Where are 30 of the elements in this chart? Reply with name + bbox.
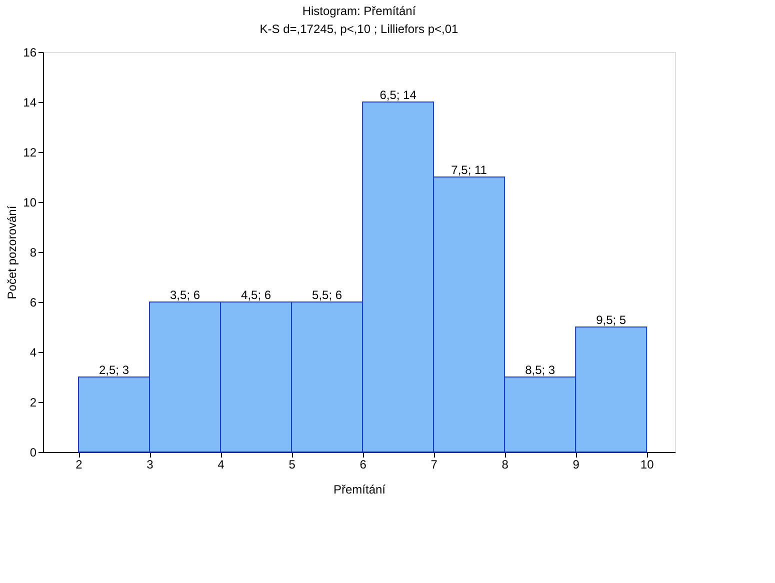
y-tick-label: 16 bbox=[23, 46, 37, 60]
x-tick-label: 9 bbox=[572, 458, 580, 472]
y-axis-title: Počet pozorování bbox=[5, 205, 20, 300]
x-tick-label: 2 bbox=[76, 458, 83, 472]
data-label: 5,5; 6 bbox=[312, 288, 342, 302]
data-label: 7,5; 11 bbox=[451, 163, 488, 177]
chart-subtitle: K-S d=,17245, p<,10 ; Lilliefors p<,01 bbox=[260, 22, 459, 36]
y-tick-label: 4 bbox=[30, 346, 37, 360]
x-tick-label: 6 bbox=[360, 458, 367, 472]
x-tick-label: 3 bbox=[146, 458, 154, 472]
x-tick-label: 10 bbox=[640, 458, 654, 472]
chart-title: Histogram: Přemítání bbox=[302, 4, 416, 18]
y-tick-label: 10 bbox=[23, 196, 37, 210]
data-label: 2,5; 3 bbox=[98, 363, 130, 377]
data-label: 3,5; 6 bbox=[170, 288, 200, 302]
x-tick-label: 5 bbox=[288, 458, 296, 472]
x-tick-label: 7 bbox=[430, 458, 438, 472]
y-tick-label: 6 bbox=[30, 296, 37, 310]
y-tick-label: 12 bbox=[23, 146, 37, 160]
x-axis-title: Přemítání bbox=[333, 482, 386, 496]
data-label: 8,5; 3 bbox=[525, 363, 556, 377]
y-tick-label: 14 bbox=[23, 96, 37, 110]
data-label: 4,5; 6 bbox=[241, 288, 272, 302]
data-label: 9,5; 5 bbox=[596, 313, 626, 327]
y-tick-label: 0 bbox=[30, 446, 37, 460]
data-label: 6,5; 14 bbox=[380, 88, 417, 102]
x-tick-label: 8 bbox=[502, 458, 509, 472]
y-tick-label: 8 bbox=[30, 246, 37, 260]
x-tick-label: 4 bbox=[218, 458, 225, 472]
y-tick-label: 2 bbox=[30, 396, 37, 410]
